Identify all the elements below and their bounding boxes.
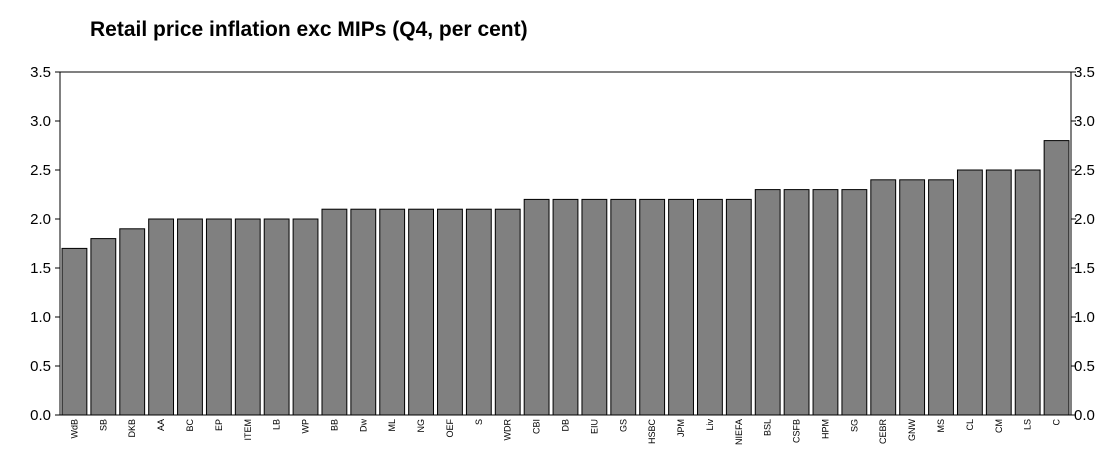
bar-gs — [610, 198, 637, 416]
x-tick-label: BB — [329, 419, 339, 431]
x-tick-label: EP — [214, 419, 224, 431]
bars-layer — [61, 140, 1070, 416]
plot-frame — [59, 71, 1072, 416]
bar-sg — [841, 189, 868, 416]
bar-s — [465, 208, 492, 416]
y-tick-label-right: 2.5 — [1074, 162, 1095, 179]
x-tick-label: SG — [849, 419, 859, 432]
x-tick-label: AA — [156, 419, 166, 431]
bar-aa — [148, 218, 175, 416]
x-tick-label: SB — [98, 419, 108, 431]
bar-wp — [292, 218, 319, 416]
bar-wdr — [494, 208, 521, 416]
bar-bc — [177, 218, 203, 416]
y-tick-label-right: 0.5 — [1074, 358, 1095, 375]
x-tick-label: JPM — [676, 419, 686, 437]
bar-dw — [350, 208, 377, 416]
y-tick-label-right: 0.0 — [1074, 407, 1095, 424]
chart-title: Retail price inflation exc MIPs (Q4, per… — [90, 18, 528, 41]
bar-gnw — [899, 179, 926, 416]
x-tick-label: ML — [387, 419, 397, 432]
bar-c — [1043, 140, 1070, 416]
x-tick-label: MS — [936, 419, 946, 433]
x-tick-label: CEBR — [878, 419, 888, 445]
labels-layer: WdB SB DKB AA BC EP ITEM LB WP BB Dw ML NG OEF S WDR CBI… — [30, 64, 1095, 445]
x-tick-label: CBI — [532, 419, 542, 434]
bar-item — [234, 218, 261, 416]
x-tick-label: WdB — [69, 419, 79, 439]
x-tick-label: LS — [1023, 419, 1033, 430]
bar-ng — [408, 208, 434, 416]
y-tick-label-left: 2.0 — [30, 211, 51, 228]
bar-ep — [205, 218, 232, 416]
x-tick-label: DB — [561, 419, 571, 432]
x-tick-label: WDR — [503, 419, 513, 441]
y-tick-label-right: 1.0 — [1074, 309, 1095, 326]
y-tick-label-left: 1.0 — [30, 309, 51, 326]
y-tick-label-right: 3.0 — [1074, 113, 1095, 130]
y-tick-label-right: 3.5 — [1074, 64, 1095, 81]
axes-layer — [55, 71, 1076, 416]
x-tick-label: NG — [416, 419, 426, 433]
x-tick-label: S — [474, 419, 484, 425]
bar-cl — [956, 169, 983, 416]
x-tick-label: ITEM — [243, 419, 253, 441]
y-tick-label-right: 2.0 — [1074, 211, 1095, 228]
bar-cm — [985, 169, 1012, 416]
y-tick-label-left: 0.0 — [30, 407, 51, 424]
bar-ml — [379, 208, 406, 416]
bar-lb — [263, 218, 290, 416]
bar-dkb — [119, 228, 146, 416]
y-tick-label-right: 1.5 — [1074, 260, 1095, 277]
x-tick-label: EIU — [589, 419, 599, 434]
x-tick-label: CL — [965, 419, 975, 431]
x-tick-label: Dw — [358, 419, 368, 432]
x-tick-label: OEF — [445, 419, 455, 438]
bar-csfb — [783, 189, 810, 416]
bar-bsl — [754, 189, 781, 416]
x-tick-label: DKB — [127, 419, 137, 438]
bar-ls — [1014, 169, 1041, 416]
y-tick-label-left: 2.5 — [30, 162, 51, 179]
x-tick-label: C — [1052, 419, 1062, 426]
y-tick-label-left: 3.0 — [30, 113, 51, 130]
y-tick-label-left: 3.5 — [30, 64, 51, 81]
x-tick-label: NIEFA — [734, 419, 744, 445]
x-tick-label: CM — [994, 419, 1004, 433]
x-tick-label: HSBC — [647, 419, 657, 445]
bar-oef — [437, 208, 463, 416]
bar-ms — [928, 179, 954, 416]
x-tick-label: LB — [272, 419, 282, 430]
x-tick-label: BSL — [763, 419, 773, 436]
x-tick-label: WP — [301, 419, 311, 434]
x-tick-label: Liv — [705, 419, 715, 431]
y-tick-label-left: 0.5 — [30, 358, 51, 375]
bar-wdb — [61, 247, 88, 416]
bar-hpm — [812, 189, 839, 416]
bar-liv — [697, 198, 723, 416]
bar-cebr — [870, 179, 897, 416]
bar-bb — [321, 208, 348, 416]
bar-niefa — [725, 198, 752, 416]
x-tick-label: HPM — [820, 419, 830, 439]
bar-sb — [90, 238, 117, 416]
x-tick-label: CSFB — [792, 419, 802, 443]
x-tick-label: GS — [618, 419, 628, 432]
y-tick-label-left: 1.5 — [30, 260, 51, 277]
x-tick-label: BC — [185, 419, 195, 432]
bar-eiu — [581, 198, 608, 416]
bar-hsbc — [639, 198, 666, 416]
x-tick-label: GNW — [907, 419, 917, 442]
bar-jpm — [668, 198, 694, 416]
bar-db — [552, 198, 579, 416]
bar-cbi — [523, 198, 550, 416]
